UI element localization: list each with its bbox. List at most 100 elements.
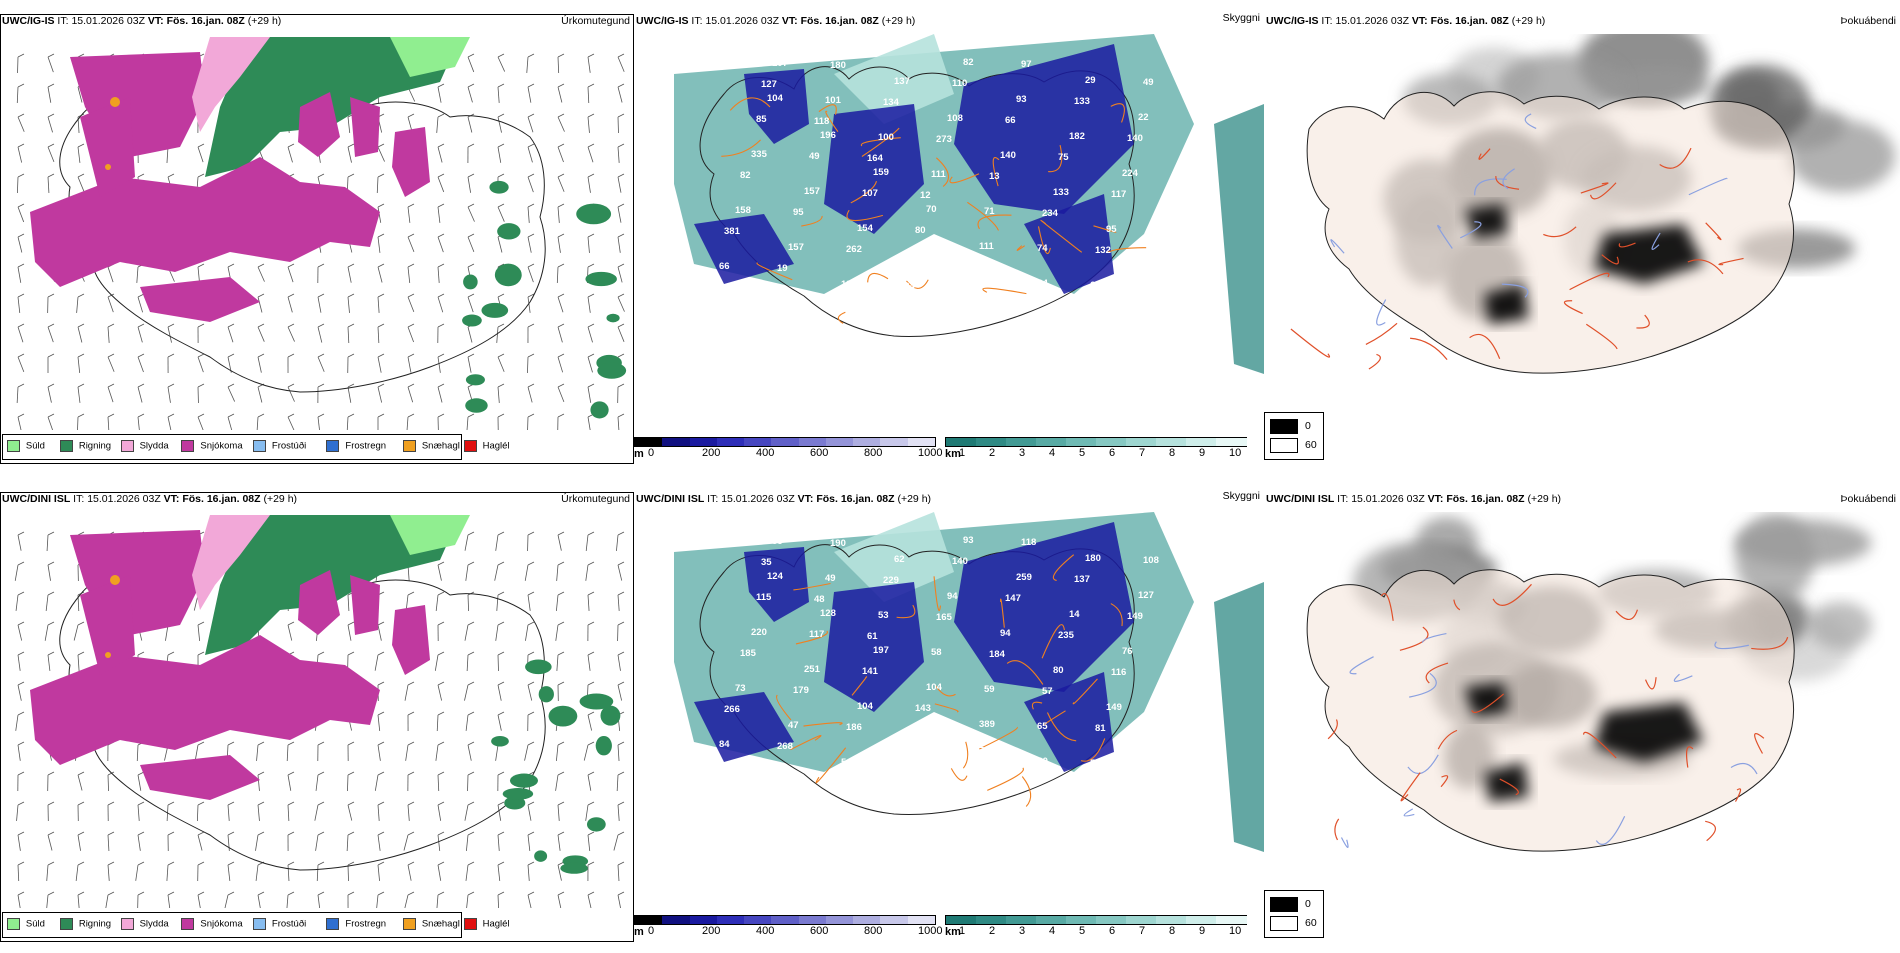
wind-barb [438, 267, 439, 283]
panel-title: Skyggni [1223, 12, 1260, 24]
wind-barb-feather [378, 682, 384, 685]
lead-time: (+29 h) [1512, 15, 1546, 27]
wind-barb-feather [618, 532, 624, 535]
wind-barb-feather [528, 54, 534, 57]
rain-cell [481, 303, 508, 318]
wind-barb-feather [558, 742, 564, 745]
wind-barb-feather [348, 742, 354, 745]
wind-barb-feather [558, 174, 564, 177]
wind-barb-feather [48, 84, 54, 87]
colorbar-tick: 6 [1109, 925, 1115, 937]
cloud-base-label: 137 [1074, 574, 1090, 585]
wind-barb-feather [498, 204, 504, 207]
wind-barb [348, 147, 352, 163]
wind-barb [558, 357, 563, 372]
cloud-base-label: 97 [1021, 59, 1032, 70]
wind-barb [108, 387, 113, 402]
cloud-base-label: 182 [1069, 131, 1085, 142]
wind-barb [586, 535, 588, 551]
wind-barb-feather [438, 622, 444, 625]
cloud-base-label: 19 [777, 263, 788, 274]
wind-barb [586, 565, 588, 581]
wind-barb-feather [378, 324, 384, 327]
wind-barb [378, 267, 382, 282]
cloud-base-label: 128 [1148, 282, 1164, 293]
wind-barb-feather [78, 144, 84, 147]
wind-barb-feather [288, 862, 294, 865]
cloud-base-label: 133 [1074, 96, 1090, 107]
wind-barb-feather [18, 742, 24, 745]
model-name: UWC/IG-IS [1266, 15, 1319, 27]
cloud-base-label: 71 [984, 206, 995, 217]
wind-barb [137, 745, 138, 761]
wind-barb-feather [138, 384, 144, 387]
wind-barb-feather [468, 802, 474, 805]
fog-index-map [1264, 34, 1900, 430]
wind-barb-feather [78, 174, 84, 177]
wind-barb [16, 715, 18, 731]
fog-legend-value-high: 0 [1305, 898, 1311, 910]
cloud-base-colorbar [634, 437, 936, 447]
wind-barb-feather [408, 592, 414, 595]
cloud-base-label: 197 [841, 279, 857, 290]
cloud-base-label: 40 [968, 262, 979, 273]
wind-barb-feather [438, 264, 444, 267]
wind-barb [618, 57, 624, 72]
wind-barb-feather [48, 354, 54, 357]
fog-index-panel: UWC/IG-IS IT: 15.01.2026 03Z VT: Fös. 16… [1264, 0, 1900, 475]
wind-barb-feather [408, 712, 414, 715]
colorbar-segment [771, 438, 799, 446]
cloud-base-label: 73 [735, 683, 746, 694]
cloud-base-label: 229 [883, 575, 899, 586]
wind-barb-feather [168, 832, 174, 835]
wind-barb-feather [618, 652, 624, 655]
wind-barb-feather [588, 324, 594, 327]
wind-barb [465, 805, 468, 821]
legend-label: Frostregn [345, 441, 386, 452]
wind-barb-feather [528, 324, 534, 327]
cloud-base-label: 22 [1138, 112, 1149, 123]
wind-barb [408, 207, 410, 223]
wind-barb [468, 117, 472, 133]
rain-cell [539, 686, 554, 702]
panel-title: Þokuábendi [1841, 15, 1896, 27]
colorbar-segment [826, 916, 854, 924]
wind-barb-feather [348, 324, 354, 327]
wind-barb-feather [108, 354, 114, 357]
legend-item: Haglél [464, 918, 510, 932]
wind-barb [588, 655, 590, 671]
cloud-base-label: 108 [947, 113, 963, 124]
wind-barb-feather [258, 354, 264, 357]
wind-barb [78, 177, 84, 192]
wind-barb-feather [348, 652, 354, 655]
colorbar-segment [1156, 916, 1187, 924]
wind-barb-feather [48, 622, 54, 625]
wind-barb-feather [468, 562, 474, 565]
wind-barb-feather [528, 802, 534, 805]
legend-item: Frostregn [326, 918, 386, 932]
colorbar-tick: 1000 [918, 447, 942, 459]
wind-barb [468, 357, 471, 373]
cloud-base-label: 5 [841, 757, 847, 768]
wind-barb [557, 565, 558, 581]
wind-barb [558, 177, 564, 192]
cloud-base-label: 80 [1053, 665, 1064, 676]
wind-barb-feather [618, 144, 624, 147]
wind-barb-feather [18, 114, 24, 117]
wind-barb [496, 625, 498, 641]
wind-barb [48, 327, 53, 342]
wind-barb-feather [18, 414, 24, 417]
wind-barb [347, 417, 348, 430]
wind-barb [436, 745, 438, 761]
cloud-base-label: 98 [899, 759, 910, 770]
wind-barb-feather [348, 384, 354, 387]
wind-barb-feather [468, 144, 474, 147]
wind-barb [408, 865, 411, 881]
wind-barb [525, 625, 528, 641]
wind-barb [318, 895, 320, 908]
cloud-base-label: 101 [968, 740, 985, 751]
wind-barb-feather [408, 862, 414, 865]
wind-barb [378, 237, 380, 253]
legend-label: Frostúði [272, 441, 306, 452]
